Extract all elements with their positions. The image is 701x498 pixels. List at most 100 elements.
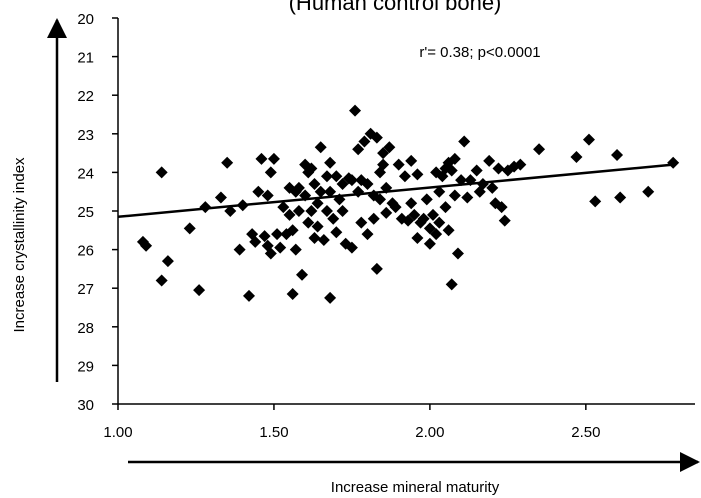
point (377, 158, 390, 171)
point (642, 185, 655, 198)
point (486, 181, 499, 194)
point (249, 235, 262, 248)
y-tick-label: 22 (77, 88, 94, 105)
point (314, 141, 327, 154)
point (140, 239, 153, 252)
point (324, 156, 337, 169)
point (296, 268, 309, 281)
point (327, 212, 340, 225)
point (411, 168, 424, 181)
point (461, 191, 474, 204)
point (311, 220, 324, 233)
point (345, 174, 358, 187)
point (274, 241, 287, 254)
point (324, 185, 337, 198)
point (308, 177, 321, 190)
point (283, 208, 296, 221)
point (258, 230, 271, 243)
y-tick-label: 23 (77, 127, 94, 144)
point (264, 166, 277, 179)
point (405, 197, 418, 210)
annotation: r'= 0.38; p<0.0001 (419, 44, 540, 61)
point (405, 154, 418, 167)
point (380, 206, 393, 219)
point (492, 162, 505, 175)
point (199, 201, 212, 214)
point (495, 201, 508, 214)
point (261, 189, 274, 202)
x-axis-label: Increase mineral maturity (331, 479, 500, 496)
point (345, 241, 358, 254)
point (442, 224, 455, 237)
point (411, 232, 424, 245)
point (417, 212, 430, 225)
point (252, 185, 265, 198)
point (373, 193, 386, 206)
y-tick-label: 25 (77, 204, 94, 221)
y-tick-label: 30 (77, 397, 94, 414)
point (320, 170, 333, 183)
point (611, 149, 624, 162)
point (305, 205, 318, 217)
point (370, 262, 383, 275)
point (433, 185, 446, 198)
point (514, 158, 527, 171)
point (433, 216, 446, 229)
point (667, 156, 680, 169)
chart-title: (Human control bone) (289, 0, 502, 15)
point (352, 143, 365, 156)
y-tick-label: 27 (77, 281, 94, 298)
point (458, 135, 471, 148)
point (570, 150, 583, 163)
point (614, 191, 627, 204)
point (448, 189, 461, 202)
point (498, 214, 511, 227)
point (383, 141, 396, 154)
point (305, 162, 318, 175)
point (233, 243, 246, 256)
trendline (117, 163, 674, 219)
point (324, 291, 337, 304)
y-tick-label: 20 (77, 11, 94, 28)
y-tick-label: 26 (77, 243, 94, 260)
y-axis-label: Increase crystallinity index (11, 157, 28, 333)
point (214, 191, 227, 204)
point (242, 289, 255, 302)
point (533, 143, 546, 156)
point (470, 164, 483, 177)
point (445, 164, 458, 177)
x-tick-label: 1.50 (259, 424, 288, 441)
point (589, 195, 602, 208)
point (430, 228, 443, 241)
y-tick-label: 29 (77, 358, 94, 375)
point (398, 170, 411, 183)
x-tick-label: 2.50 (571, 424, 600, 441)
point (355, 216, 368, 229)
point (483, 154, 496, 167)
point (277, 201, 290, 214)
point (370, 131, 383, 144)
point (582, 133, 595, 146)
point (427, 208, 440, 221)
point (389, 201, 402, 214)
point (289, 243, 302, 256)
point (448, 152, 461, 165)
point (358, 135, 371, 148)
point (451, 247, 464, 260)
point (286, 224, 299, 237)
x-tick-label: 2.00 (415, 424, 444, 441)
y-tick-label: 28 (77, 320, 94, 337)
point (224, 205, 237, 217)
point (423, 222, 436, 235)
point (317, 233, 330, 246)
point (445, 278, 458, 291)
point (361, 177, 374, 190)
point (377, 147, 390, 160)
point (255, 152, 268, 165)
point (352, 185, 365, 198)
point (292, 181, 305, 194)
point (161, 255, 174, 268)
point (408, 208, 421, 221)
point (267, 152, 280, 165)
